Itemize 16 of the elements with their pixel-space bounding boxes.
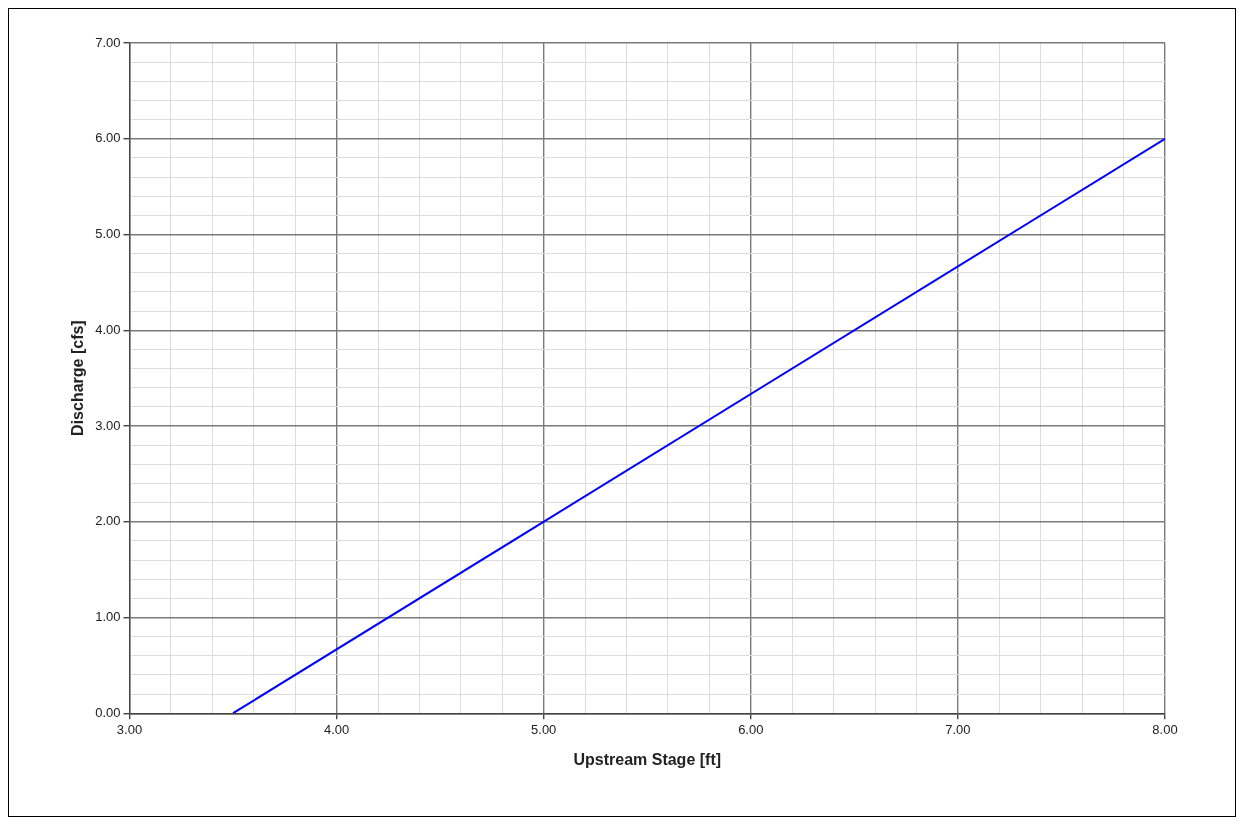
x-tick-label: 4.00 <box>323 721 350 737</box>
x-tick-label: 7.00 <box>945 721 971 737</box>
y-tick-label: 5.00 <box>95 226 121 242</box>
y-tick-label: 7.00 <box>95 34 121 50</box>
x-tick-label: 6.00 <box>738 721 764 737</box>
y-axis-title: Discharge [cfs] <box>69 320 87 436</box>
x-tick-label: 3.00 <box>116 721 143 737</box>
y-tick-label: 1.00 <box>95 609 121 625</box>
x-axis-title: Upstream Stage [ft] <box>573 750 722 768</box>
y-tick-label: 2.00 <box>95 513 121 529</box>
x-tick-label: 5.00 <box>531 721 557 737</box>
y-tick-label: 0.00 <box>95 704 121 720</box>
x-tick-label: 8.00 <box>1152 721 1178 737</box>
y-tick-label: 6.00 <box>95 130 121 146</box>
y-tick-label: 4.00 <box>95 321 121 337</box>
y-tick-label: 3.00 <box>95 417 121 433</box>
